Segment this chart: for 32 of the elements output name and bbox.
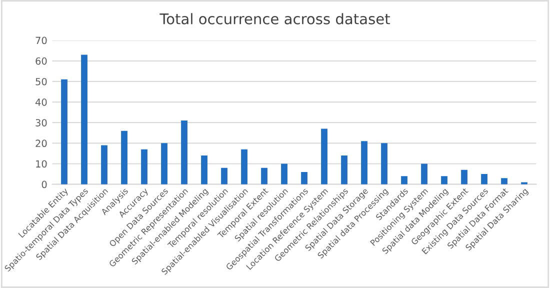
bar — [121, 130, 128, 184]
bar — [281, 164, 288, 184]
bar — [441, 176, 448, 184]
bar — [501, 178, 508, 184]
bar — [181, 120, 188, 184]
bar — [161, 143, 168, 184]
bar — [221, 168, 228, 184]
chart-title: Total occurrence across dataset — [160, 13, 390, 24]
bar — [61, 79, 68, 184]
bar — [241, 149, 248, 184]
bar — [461, 170, 468, 184]
y-tick-label: 10 — [36, 160, 47, 168]
bar — [381, 143, 388, 184]
y-tick-label: 60 — [36, 57, 47, 65]
bar — [341, 156, 348, 184]
y-tick-label: 40 — [35, 98, 47, 106]
y-tick-label: 30 — [36, 119, 47, 126]
bar — [81, 54, 88, 184]
bar — [261, 168, 268, 184]
y-tick-label: 50 — [36, 78, 47, 86]
bar — [301, 172, 308, 184]
bar — [201, 156, 208, 184]
y-tick-label: 70 — [36, 36, 47, 44]
bar — [141, 149, 148, 184]
y-tick-label: 20 — [36, 140, 47, 148]
y-tick-label: 0 — [42, 180, 47, 188]
bar — [101, 145, 108, 184]
bar — [421, 164, 428, 184]
bar — [401, 176, 408, 184]
bar — [481, 174, 488, 184]
bar — [321, 128, 328, 184]
bar — [361, 141, 368, 184]
